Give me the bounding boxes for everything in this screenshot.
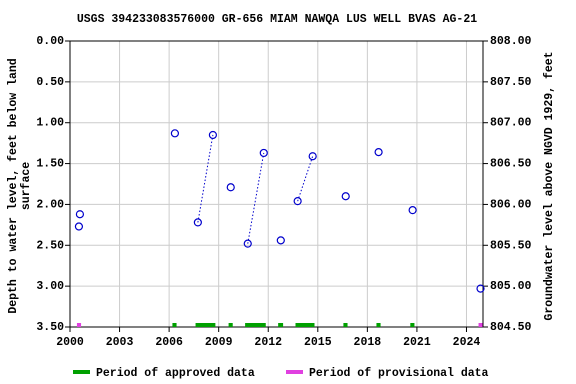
x-tick-label: 2003 [106,336,134,349]
period-bar [228,323,233,327]
data-point [75,210,85,219]
y-tick-label: 1.00 [36,117,64,130]
x-tick-label: 2018 [354,336,382,349]
data-line [247,152,265,244]
y-tick-label: 0.50 [36,76,64,89]
data-point [341,192,350,201]
data-point [476,284,485,293]
y2-tick-label: 806.00 [490,198,532,211]
data-point [276,236,285,245]
data-point [293,197,302,206]
data-point [226,183,235,192]
period-bar [478,323,483,327]
period-bar [410,323,415,327]
legend-label: Period of provisional data [309,367,489,380]
x-tick-label: 2024 [453,336,481,349]
x-tick-label: 2012 [254,336,282,349]
y2-tick-label: 807.50 [490,76,532,89]
y2-tick-label: 806.50 [490,158,532,171]
data-point [408,206,417,215]
legend-label: Period of approved data [96,367,255,380]
x-tick-label: 2021 [403,336,431,349]
period-bar [278,323,284,327]
period-bar [343,323,348,327]
y-tick-label: 3.50 [36,321,64,334]
y-tick-label: 0.00 [36,35,64,48]
data-point [374,148,383,157]
data-point [308,152,317,161]
data-point [208,130,217,140]
data-point [259,148,268,158]
data-point [170,129,180,138]
period-bar [295,323,315,327]
period-bar [172,323,177,327]
y-axis-label: Depth to water level, feet below land [7,58,20,313]
data-line [297,156,314,202]
x-tick-label: 2006 [155,336,183,349]
x-tick-label: 2015 [304,336,332,349]
y-tick-label: 2.00 [36,198,64,211]
y-tick-label: 1.50 [36,158,64,171]
period-bar [376,323,381,327]
period-bar [245,323,266,327]
y2-tick-label: 805.00 [490,280,532,293]
plot-frame [69,40,484,328]
y-axis-label: surface [20,162,33,210]
y2-tick-label: 807.00 [490,117,532,130]
y-tick-label: 3.00 [36,280,64,293]
y-tick-label: 2.50 [36,239,64,252]
y2-tick-label: 805.50 [490,239,532,252]
y2-axis-label: Groundwater level above NGVD 1929, feet [543,51,556,320]
x-tick-label: 2000 [56,336,84,349]
period-bar [195,323,216,327]
period-bar [76,323,82,327]
data-point [193,218,202,227]
data-point [74,222,84,231]
x-tick-label: 2009 [205,336,233,349]
data-line [197,134,214,223]
chart-title: USGS 394233083576000 GR-656 MIAM NAWQA L… [77,13,477,26]
data-point [243,239,252,248]
y2-tick-label: 804.50 [490,321,532,334]
y2-tick-label: 808.00 [490,35,532,48]
